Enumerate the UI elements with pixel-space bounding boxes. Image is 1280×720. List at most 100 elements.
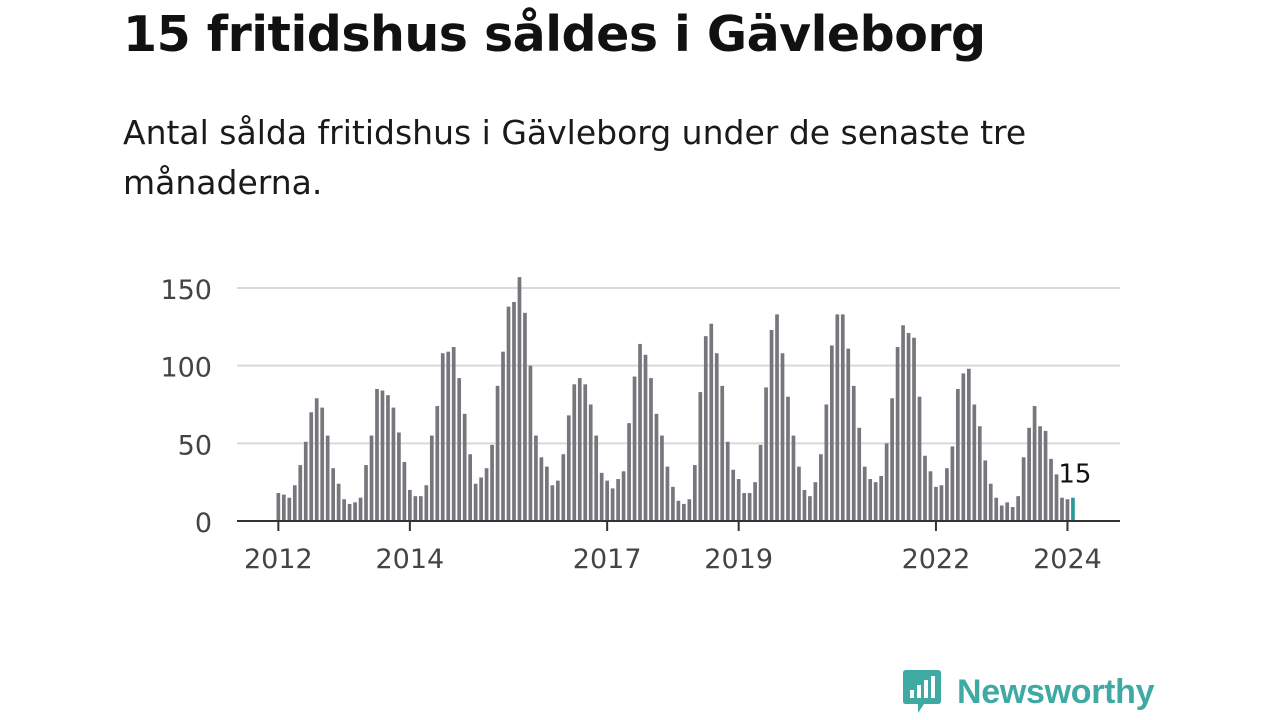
bar [566, 415, 571, 521]
bar [758, 444, 763, 521]
chart-title: 15 fritidshus såldes i Gävleborg [123, 6, 986, 63]
x-tick-label: 2024 [1033, 544, 1102, 575]
bar [1043, 430, 1048, 521]
bar [292, 485, 297, 521]
bar [884, 443, 889, 521]
bar [813, 482, 818, 521]
bar [397, 432, 401, 521]
bar [692, 465, 697, 521]
bar [791, 435, 796, 521]
bar [682, 503, 686, 521]
bar [797, 466, 801, 521]
bar [966, 368, 971, 521]
bar [638, 343, 642, 521]
y-tick-label: 150 [160, 275, 212, 306]
bar [479, 477, 483, 521]
y-tick-label: 50 [178, 430, 212, 461]
bar [873, 482, 878, 521]
bar [325, 435, 330, 521]
bar [660, 435, 664, 521]
bar [1065, 499, 1070, 521]
bar [1005, 502, 1010, 521]
bar [808, 496, 812, 521]
bar [599, 472, 604, 521]
bar [671, 486, 675, 521]
bar [764, 387, 768, 521]
bar [336, 483, 341, 521]
bar [517, 277, 522, 521]
bar [408, 489, 412, 521]
bar [298, 465, 303, 521]
bar [829, 345, 834, 521]
bar [1016, 496, 1020, 521]
bar [342, 499, 346, 521]
x-tick-label: 2014 [376, 544, 445, 575]
bar [917, 396, 922, 521]
bar [983, 460, 988, 521]
bar [632, 376, 637, 521]
bar [643, 354, 648, 521]
bar [353, 502, 357, 521]
newsworthy-logo: Newsworthy [901, 668, 1155, 716]
bar [835, 314, 840, 521]
bar [819, 454, 823, 521]
bar [961, 373, 966, 521]
bar [435, 406, 440, 521]
bar [369, 435, 374, 521]
bar [972, 404, 977, 521]
bar [1038, 426, 1042, 521]
bar [424, 485, 429, 521]
bar [594, 435, 599, 521]
bar [572, 384, 577, 521]
bar [375, 388, 379, 521]
bar [862, 466, 867, 521]
y-axis-tick-labels: 0 50 100 150 [160, 275, 212, 539]
bar [473, 483, 478, 521]
bar [753, 482, 757, 521]
bar [577, 378, 582, 521]
bar [287, 497, 292, 521]
bar [1049, 458, 1053, 521]
bar [709, 323, 714, 521]
bar [364, 465, 368, 521]
bar [868, 479, 873, 521]
bar [879, 475, 883, 521]
bar [1060, 497, 1064, 521]
bar [429, 435, 434, 521]
bar [402, 461, 407, 521]
bar [977, 426, 982, 521]
bar [775, 314, 779, 521]
bar [561, 454, 566, 521]
bar [945, 468, 949, 521]
bar [1032, 406, 1037, 521]
brand-name: Newsworthy [957, 672, 1155, 711]
bar [895, 347, 900, 521]
bar [846, 348, 851, 521]
x-tick-label: 2019 [704, 544, 773, 575]
bar [703, 336, 708, 521]
x-axis-ticks: 2012 2014 2017 2019 2022 2024 [244, 521, 1102, 575]
bar [495, 385, 500, 521]
bar [988, 483, 993, 521]
bar [780, 353, 785, 521]
bar-chart: 0 50 100 150 2012 2014 2017 2019 2022 2024 15 [160, 275, 1120, 575]
y-tick-label: 0 [195, 508, 212, 539]
bar [457, 378, 462, 521]
bar [347, 503, 352, 521]
chart-bubble-icon [903, 670, 941, 713]
bar [742, 493, 746, 521]
bar [923, 455, 927, 521]
bar [698, 392, 703, 521]
bar [994, 497, 999, 521]
bar [676, 500, 681, 521]
bar [484, 468, 489, 521]
bar [1027, 427, 1031, 521]
bar [490, 444, 494, 521]
bar [309, 412, 314, 521]
bar [555, 480, 560, 521]
bar [418, 496, 423, 521]
bar [588, 404, 593, 521]
bar [665, 466, 670, 521]
last-value-label: 15 [1058, 460, 1091, 490]
bar [605, 480, 609, 521]
